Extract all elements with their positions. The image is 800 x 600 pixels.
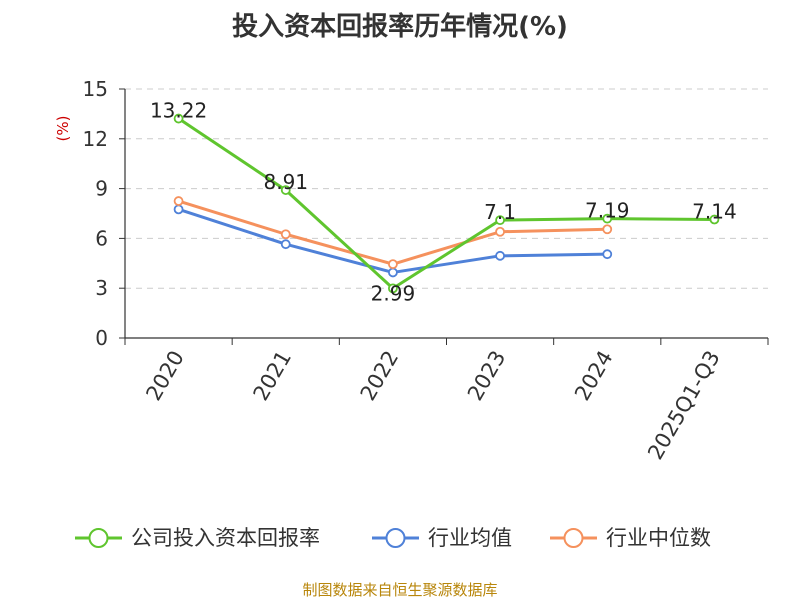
legend-swatch-marker <box>88 528 109 548</box>
data-point <box>280 185 291 195</box>
data-point <box>280 239 291 250</box>
data-point <box>602 224 613 235</box>
data-label: 7.1 <box>484 200 516 224</box>
data-point <box>495 226 505 237</box>
data-point <box>388 259 398 270</box>
legend-swatch-marker <box>385 528 406 548</box>
data-point <box>280 229 291 240</box>
legend-label: 行业均值 <box>428 526 512 550</box>
data-point <box>388 283 398 294</box>
x-tick-label: 2022 <box>356 347 404 405</box>
data-point <box>602 213 613 224</box>
legend-swatch-marker <box>563 528 584 548</box>
data-label: 7.19 <box>585 199 630 223</box>
chart-title: 投入资本回报率历年情况(%) <box>232 12 568 42</box>
y-tick-label: 9 <box>95 177 108 201</box>
data-point <box>173 113 184 124</box>
data-point <box>495 250 505 261</box>
data-point <box>388 267 398 278</box>
x-tick-label: 2024 <box>570 347 618 405</box>
data-label: 2.99 <box>371 281 416 305</box>
legend-label: 行业中位数 <box>606 526 711 550</box>
y-tick-label: 15 <box>83 77 108 101</box>
y-axis-unit: (%) <box>54 116 72 142</box>
legend-label: 公司投入资本回报率 <box>131 526 320 550</box>
x-tick-label: 2023 <box>463 347 511 405</box>
x-tick-label: 2020 <box>141 347 189 405</box>
y-tick-label: 12 <box>83 127 108 151</box>
data-point <box>173 204 184 215</box>
y-tick-label: 0 <box>95 326 108 350</box>
data-point <box>495 215 505 226</box>
y-tick-label: 3 <box>95 276 108 300</box>
series-line <box>177 117 715 290</box>
y-tick-label: 6 <box>95 226 108 250</box>
data-label: 7.14 <box>692 199 737 223</box>
data-point <box>173 196 184 206</box>
data-point <box>709 214 720 225</box>
data-label: 8.91 <box>263 170 308 194</box>
data-label: 13.22 <box>150 99 207 123</box>
source-note: 制图数据来自恒生聚源数据库 <box>302 581 498 599</box>
x-tick-label: 2025Q1-Q3 <box>643 347 725 464</box>
data-point <box>602 249 613 260</box>
x-tick-label: 2021 <box>249 347 297 405</box>
